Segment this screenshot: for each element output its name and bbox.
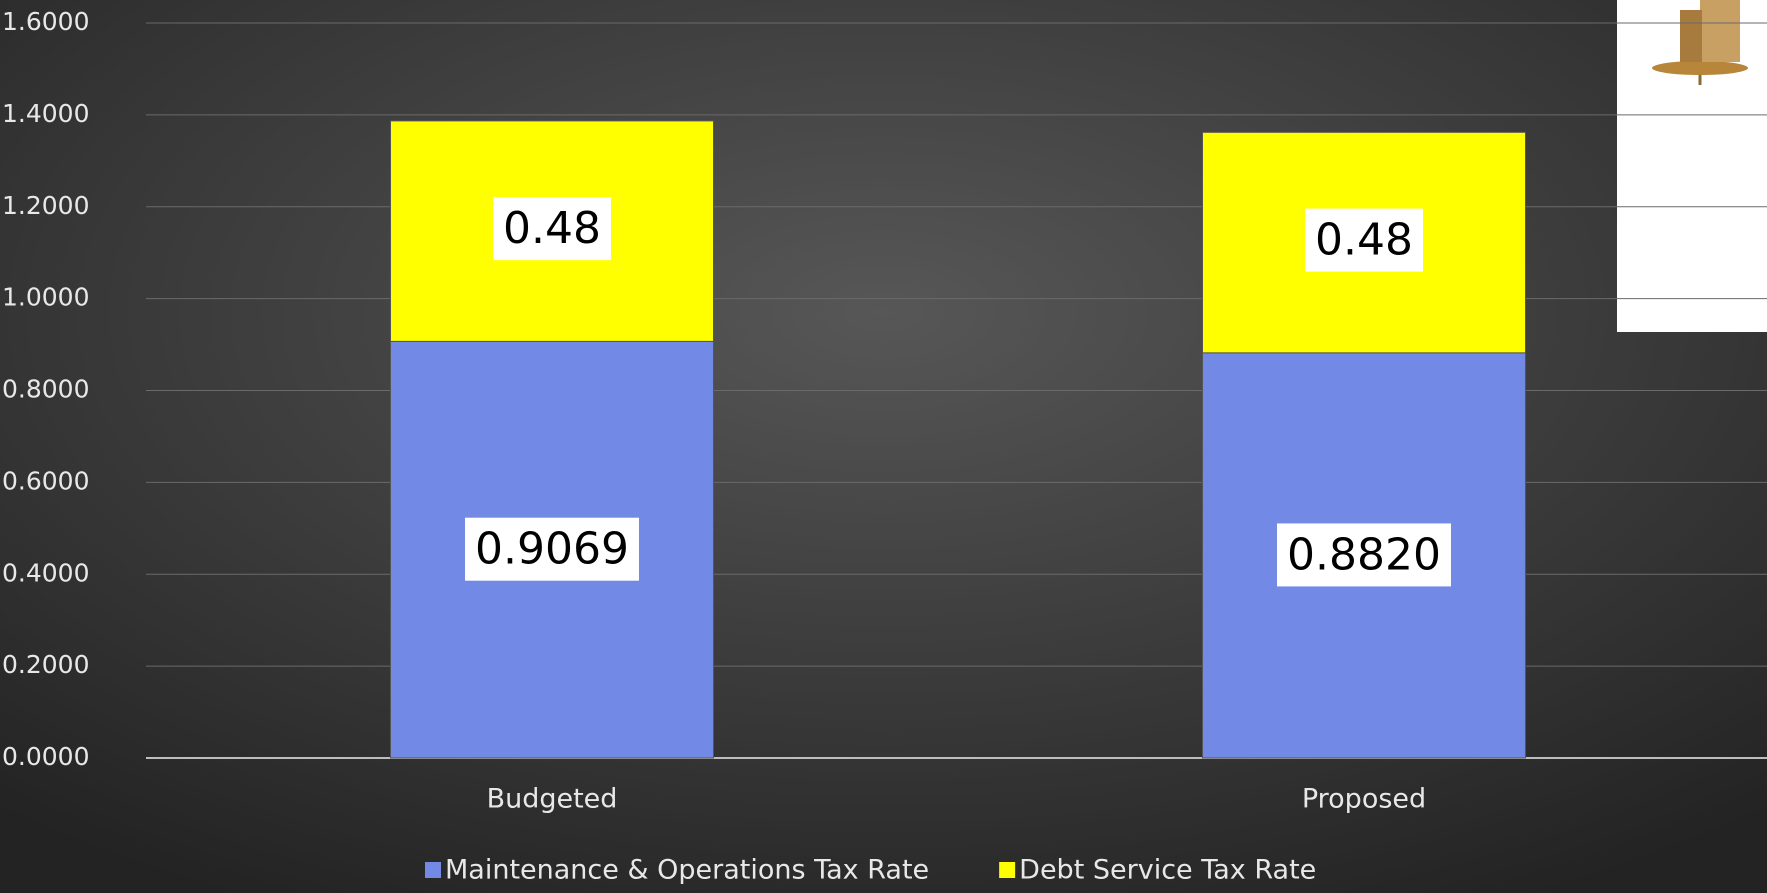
y-tick-label: 0.4000	[2, 558, 89, 587]
legend-swatch	[999, 862, 1015, 878]
y-tick-label: 0.8000	[2, 375, 89, 404]
y-tick-label: 1.2000	[2, 191, 89, 220]
data-label: 0.9069	[475, 524, 629, 575]
x-tick-label: Proposed	[1302, 784, 1426, 815]
data-label: 0.48	[503, 203, 601, 254]
legend-label: Debt Service Tax Rate	[1019, 855, 1316, 886]
chart: 0.0000 0.2000 0.4000 0.6000 0.8000 1.0000 1.20…	[0, 0, 1767, 893]
corner-image	[1617, 0, 1767, 332]
legend-swatch	[425, 862, 441, 878]
y-tick-label: 1.4000	[2, 99, 89, 128]
y-tick-label: 1.0000	[2, 283, 89, 312]
y-tick-label: 0.2000	[2, 650, 89, 679]
y-tick-label: 0.0000	[2, 742, 89, 771]
y-tick-label: 0.6000	[2, 466, 89, 495]
legend-label: Maintenance & Operations Tax Rate	[445, 855, 929, 886]
data-label: 0.8820	[1287, 529, 1441, 580]
data-label: 0.48	[1315, 215, 1413, 266]
y-tick-label: 1.6000	[2, 7, 89, 36]
x-tick-label: Budgeted	[487, 784, 618, 815]
